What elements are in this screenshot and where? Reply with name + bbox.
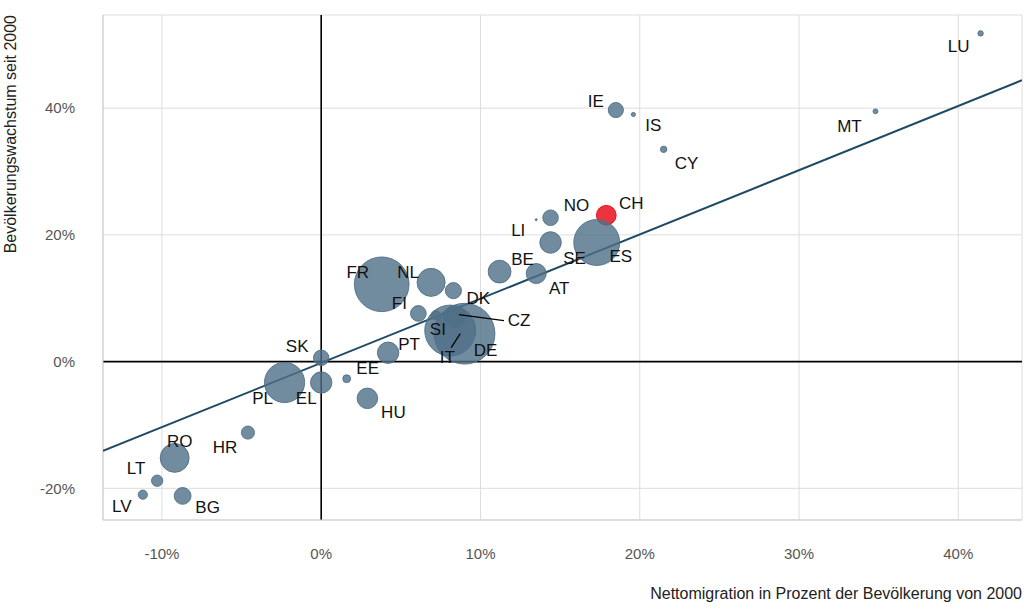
- svg-text:NO: NO: [564, 196, 590, 215]
- svg-text:EE: EE: [356, 359, 379, 378]
- svg-text:Nettomigration in Prozent der: Nettomigration in Prozent der Bevölkerun…: [650, 585, 1016, 602]
- svg-text:CH: CH: [619, 194, 644, 213]
- svg-text:30%: 30%: [784, 545, 814, 562]
- svg-text:AT: AT: [549, 279, 569, 298]
- svg-text:-20%: -20%: [40, 480, 75, 497]
- svg-text:HR: HR: [213, 438, 238, 457]
- svg-text:LV: LV: [112, 497, 132, 516]
- svg-text:MT: MT: [837, 117, 862, 136]
- svg-text:RO: RO: [167, 432, 193, 451]
- svg-text:40%: 40%: [943, 545, 973, 562]
- svg-text:BE: BE: [511, 250, 534, 269]
- svg-text:20%: 20%: [625, 545, 655, 562]
- svg-text:0%: 0%: [310, 545, 332, 562]
- svg-text:10%: 10%: [465, 545, 495, 562]
- svg-text:20%: 20%: [45, 226, 75, 243]
- svg-text:0%: 0%: [53, 353, 75, 370]
- svg-text:IE: IE: [588, 92, 604, 111]
- svg-text:LI: LI: [511, 221, 525, 240]
- svg-text:SE: SE: [563, 249, 586, 268]
- svg-text:EL: EL: [296, 389, 317, 408]
- svg-text:Bevölkerungswachstum seit 2000: Bevölkerungswachstum seit 2000: [8, 15, 19, 253]
- svg-text:SK: SK: [286, 337, 309, 356]
- svg-text:-10%: -10%: [144, 545, 179, 562]
- svg-text:FR: FR: [346, 263, 369, 282]
- svg-text:PL: PL: [252, 389, 273, 408]
- svg-text:LT: LT: [127, 459, 146, 478]
- svg-text:HU: HU: [381, 403, 406, 422]
- svg-text:SI: SI: [430, 320, 446, 339]
- svg-text:40%: 40%: [45, 99, 75, 116]
- svg-text:CZ: CZ: [508, 311, 531, 330]
- svg-text:IS: IS: [645, 116, 661, 135]
- svg-text:FI: FI: [392, 294, 407, 313]
- svg-text:DK: DK: [467, 289, 491, 308]
- svg-text:ES: ES: [609, 247, 632, 266]
- svg-text:BG: BG: [195, 498, 220, 517]
- svg-text:CY: CY: [675, 154, 699, 173]
- svg-text:IT: IT: [440, 348, 455, 367]
- svg-text:LU: LU: [948, 37, 970, 56]
- svg-text:NL: NL: [397, 263, 419, 282]
- svg-text:PT: PT: [398, 335, 420, 354]
- svg-text:DE: DE: [474, 341, 498, 360]
